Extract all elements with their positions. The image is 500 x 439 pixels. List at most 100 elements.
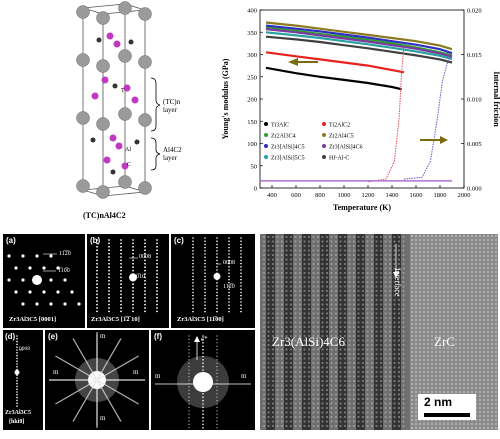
diffraction-spot: [240, 272, 242, 274]
diffraction-spot: [192, 285, 194, 287]
diffraction-spot: [156, 286, 158, 289]
diffraction-spot: [228, 253, 230, 255]
diffraction-spot: [144, 262, 146, 265]
diffraction-spot: [192, 304, 194, 306]
y-tick-label: 200: [247, 97, 257, 104]
diffraction-spot: [144, 266, 146, 269]
saed-panel-d: (d) 0008 Zr3Al3C5 [hki0]: [3, 330, 43, 430]
y-tick-label: 100: [247, 141, 257, 148]
diffraction-spot: [216, 243, 218, 246]
diffraction-spot: [120, 276, 122, 279]
diffraction-spot: [108, 273, 110, 275]
metal-atom: [118, 175, 132, 189]
diffraction-spot: [108, 296, 110, 299]
diffraction-spot: [204, 240, 206, 242]
diffraction-spot: [108, 256, 110, 258]
diffraction-spot: [120, 245, 122, 248]
diffraction-spot: [204, 285, 206, 287]
diffraction-spot: [96, 283, 98, 286]
diffraction-spot: [120, 293, 122, 296]
metal-atom: [118, 49, 132, 63]
diffraction-spot: [156, 276, 158, 279]
al-atom: [123, 84, 131, 92]
diffraction-spot: [240, 278, 242, 281]
diffraction-spot: [96, 300, 98, 303]
diffraction-spot: [144, 279, 146, 282]
al-atom: [131, 96, 139, 104]
diffraction-spot: [216, 266, 218, 268]
diffraction-spot: [216, 288, 218, 290]
diffraction-spot: [120, 300, 122, 303]
diffraction-spot: [192, 272, 194, 274]
diffraction-spot: [204, 250, 206, 252]
panel-tag-b: (b): [90, 236, 101, 245]
diffraction-spot: [16, 388, 18, 390]
al-atom: [91, 92, 99, 100]
x-axis-title: Temperature (K): [333, 203, 391, 212]
x-tick-label: 400: [267, 192, 277, 199]
diffraction-spot: [35, 254, 39, 258]
diffraction-spot: [96, 290, 98, 292]
metal-atom: [138, 113, 152, 127]
diffraction-spot: [204, 298, 206, 300]
diffraction-spot: [16, 366, 18, 368]
y2-axis-title: Internal friction: [492, 71, 500, 127]
diffraction-spot: [216, 240, 218, 242]
diffraction-spot: [204, 278, 206, 281]
diffraction-spot: [240, 294, 242, 297]
diffraction-spot: [156, 279, 158, 282]
diffraction-spot: [108, 252, 110, 255]
diffraction-spot: [213, 272, 221, 280]
diffraction-spot: [132, 252, 134, 255]
diffraction-spot: [96, 269, 98, 272]
diffraction-spot: [14, 290, 18, 294]
diffraction-spot: [228, 304, 230, 306]
diffraction-spot: [108, 245, 110, 248]
al-atom: [113, 40, 121, 48]
y2-tick-label: 0.015: [467, 52, 482, 59]
diffraction-spot: [16, 346, 18, 348]
diffraction-spot: [16, 394, 18, 396]
diffraction-spot: [204, 307, 206, 310]
y2-tick-label: 0.000: [467, 186, 482, 193]
diffraction-spot: [144, 286, 146, 289]
fft-panel-f: (f) c* m m: [151, 330, 255, 430]
left-axis-arrow: [288, 58, 318, 66]
diffraction-spot: [192, 256, 194, 258]
panel-tag-e: (e): [48, 332, 58, 341]
y2-tick-label: 0.020: [467, 8, 482, 15]
diffraction-spot: [156, 256, 158, 258]
diffraction-spot: [42, 290, 46, 294]
diffraction-spot: [216, 278, 218, 281]
diffraction-spot: [240, 285, 242, 287]
series-line: [265, 26, 453, 57]
diffraction-spot: [240, 282, 242, 284]
metal-atom: [76, 53, 90, 67]
diffraction-spot: [204, 256, 206, 258]
diffraction-spot: [156, 266, 158, 269]
diffraction-spot: [132, 245, 134, 248]
diffraction-spot: [192, 301, 194, 303]
diffraction-spot: [156, 269, 158, 272]
diffraction-spot: [96, 256, 98, 258]
diffraction-spot: [204, 253, 206, 255]
diffraction-spot: [96, 293, 98, 296]
diffraction-spot: [28, 266, 32, 270]
diffraction-spot: [240, 269, 242, 271]
diffraction-spot: [96, 262, 98, 265]
crystal-structure-figure: (TC)n layer Al4C2 layer T Al C (TC)nAl4C…: [55, 0, 205, 230]
al-layer-label-1: Al4C2: [163, 146, 182, 154]
diffraction-spot: [216, 256, 218, 258]
diffraction-spot: [21, 254, 25, 258]
diffraction-spot: [216, 269, 218, 271]
diffraction-spot: [228, 275, 230, 278]
diffraction-spot: [192, 291, 194, 294]
diffraction-spot: [216, 301, 218, 303]
metal-atom: [138, 7, 152, 21]
metal-atom: [96, 185, 110, 199]
diffraction-spot: [192, 275, 194, 278]
diffraction-spot: [120, 252, 122, 255]
c-star-label: c*: [201, 335, 208, 343]
diffraction-spot: [108, 286, 110, 289]
diffraction-spot: [108, 242, 110, 245]
